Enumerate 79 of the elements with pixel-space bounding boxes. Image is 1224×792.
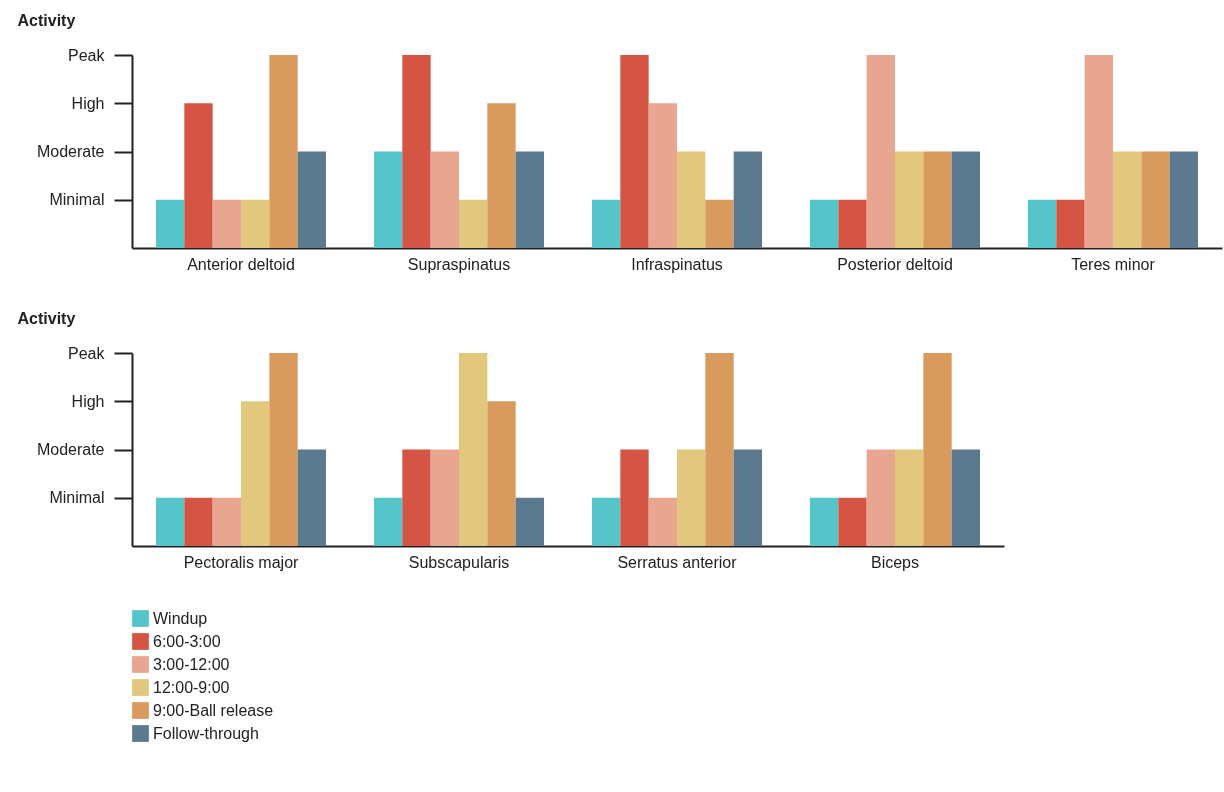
bar <box>1169 151 1199 248</box>
bar <box>951 151 981 248</box>
bar <box>241 199 270 248</box>
text: High <box>71 94 105 112</box>
y-axis-title: Activity <box>17 11 76 29</box>
legend-label: 3:00-12:00 <box>153 655 230 673</box>
bar <box>705 353 734 546</box>
bar <box>620 55 649 248</box>
bar <box>705 199 734 248</box>
bar <box>487 401 516 546</box>
bar <box>895 449 924 546</box>
bar <box>591 497 621 546</box>
bar <box>184 497 213 546</box>
legend-label: 6:00-3:00 <box>153 632 221 650</box>
bar <box>923 353 952 546</box>
bar <box>809 199 839 248</box>
text: Peak <box>68 46 106 64</box>
x-tick-label: Serratus anterior <box>617 553 738 571</box>
legend-label: Follow-through <box>153 724 259 742</box>
bar <box>1113 151 1142 248</box>
text: Minimal <box>49 191 105 209</box>
bar <box>297 151 327 248</box>
bar <box>212 497 241 546</box>
x-tick-label: Infraspinatus <box>631 255 723 273</box>
text: High <box>71 392 105 410</box>
bar <box>373 497 403 546</box>
bar <box>895 151 924 248</box>
bar <box>297 449 327 546</box>
bar <box>269 55 298 248</box>
bar <box>241 401 270 546</box>
bar <box>487 103 516 248</box>
bar <box>373 151 403 248</box>
y-axis-title: Activity <box>17 309 76 327</box>
bar <box>838 199 867 248</box>
x-tick-label: Anterior deltoid <box>187 255 295 273</box>
legend-label: Windup <box>153 609 208 627</box>
text: Peak <box>68 344 106 362</box>
x-tick-label: Pectoralis major <box>183 553 300 571</box>
bar <box>459 199 488 248</box>
x-tick-label: Subscapularis <box>408 553 510 571</box>
legend-label: 12:00-9:00 <box>153 678 230 696</box>
bar <box>648 497 677 546</box>
bar <box>951 449 981 546</box>
bar <box>430 449 459 546</box>
x-tick-label: Posterior deltoid <box>837 255 953 273</box>
bar <box>269 353 298 546</box>
bar <box>184 103 213 248</box>
text: Moderate <box>36 441 105 458</box>
bar <box>1056 199 1085 248</box>
bar <box>515 151 545 248</box>
x-tick-label: Supraspinatus <box>407 255 511 273</box>
bar <box>402 55 431 248</box>
bar <box>430 151 459 248</box>
bar <box>648 103 677 248</box>
text: Moderate <box>36 143 105 160</box>
bar <box>677 151 706 248</box>
bar <box>733 151 763 248</box>
bar <box>155 199 185 248</box>
bar <box>591 199 621 248</box>
bar <box>838 497 867 546</box>
x-tick-label: Biceps <box>870 553 920 571</box>
bar <box>1141 151 1170 248</box>
x-tick-label: Teres minor <box>1071 255 1156 273</box>
bar <box>809 497 839 546</box>
bar <box>459 353 488 546</box>
bar <box>212 199 241 248</box>
bar <box>677 449 706 546</box>
bar <box>155 497 185 546</box>
bar <box>1084 55 1113 248</box>
bar <box>733 449 763 546</box>
bar <box>620 449 649 546</box>
bar <box>1027 199 1057 248</box>
text: Minimal <box>49 489 105 507</box>
bar <box>515 497 545 546</box>
bar <box>923 151 952 248</box>
legend-label: 9:00-Ball release <box>153 701 274 719</box>
bar <box>866 449 895 546</box>
bar <box>402 449 431 546</box>
bar <box>866 55 895 248</box>
